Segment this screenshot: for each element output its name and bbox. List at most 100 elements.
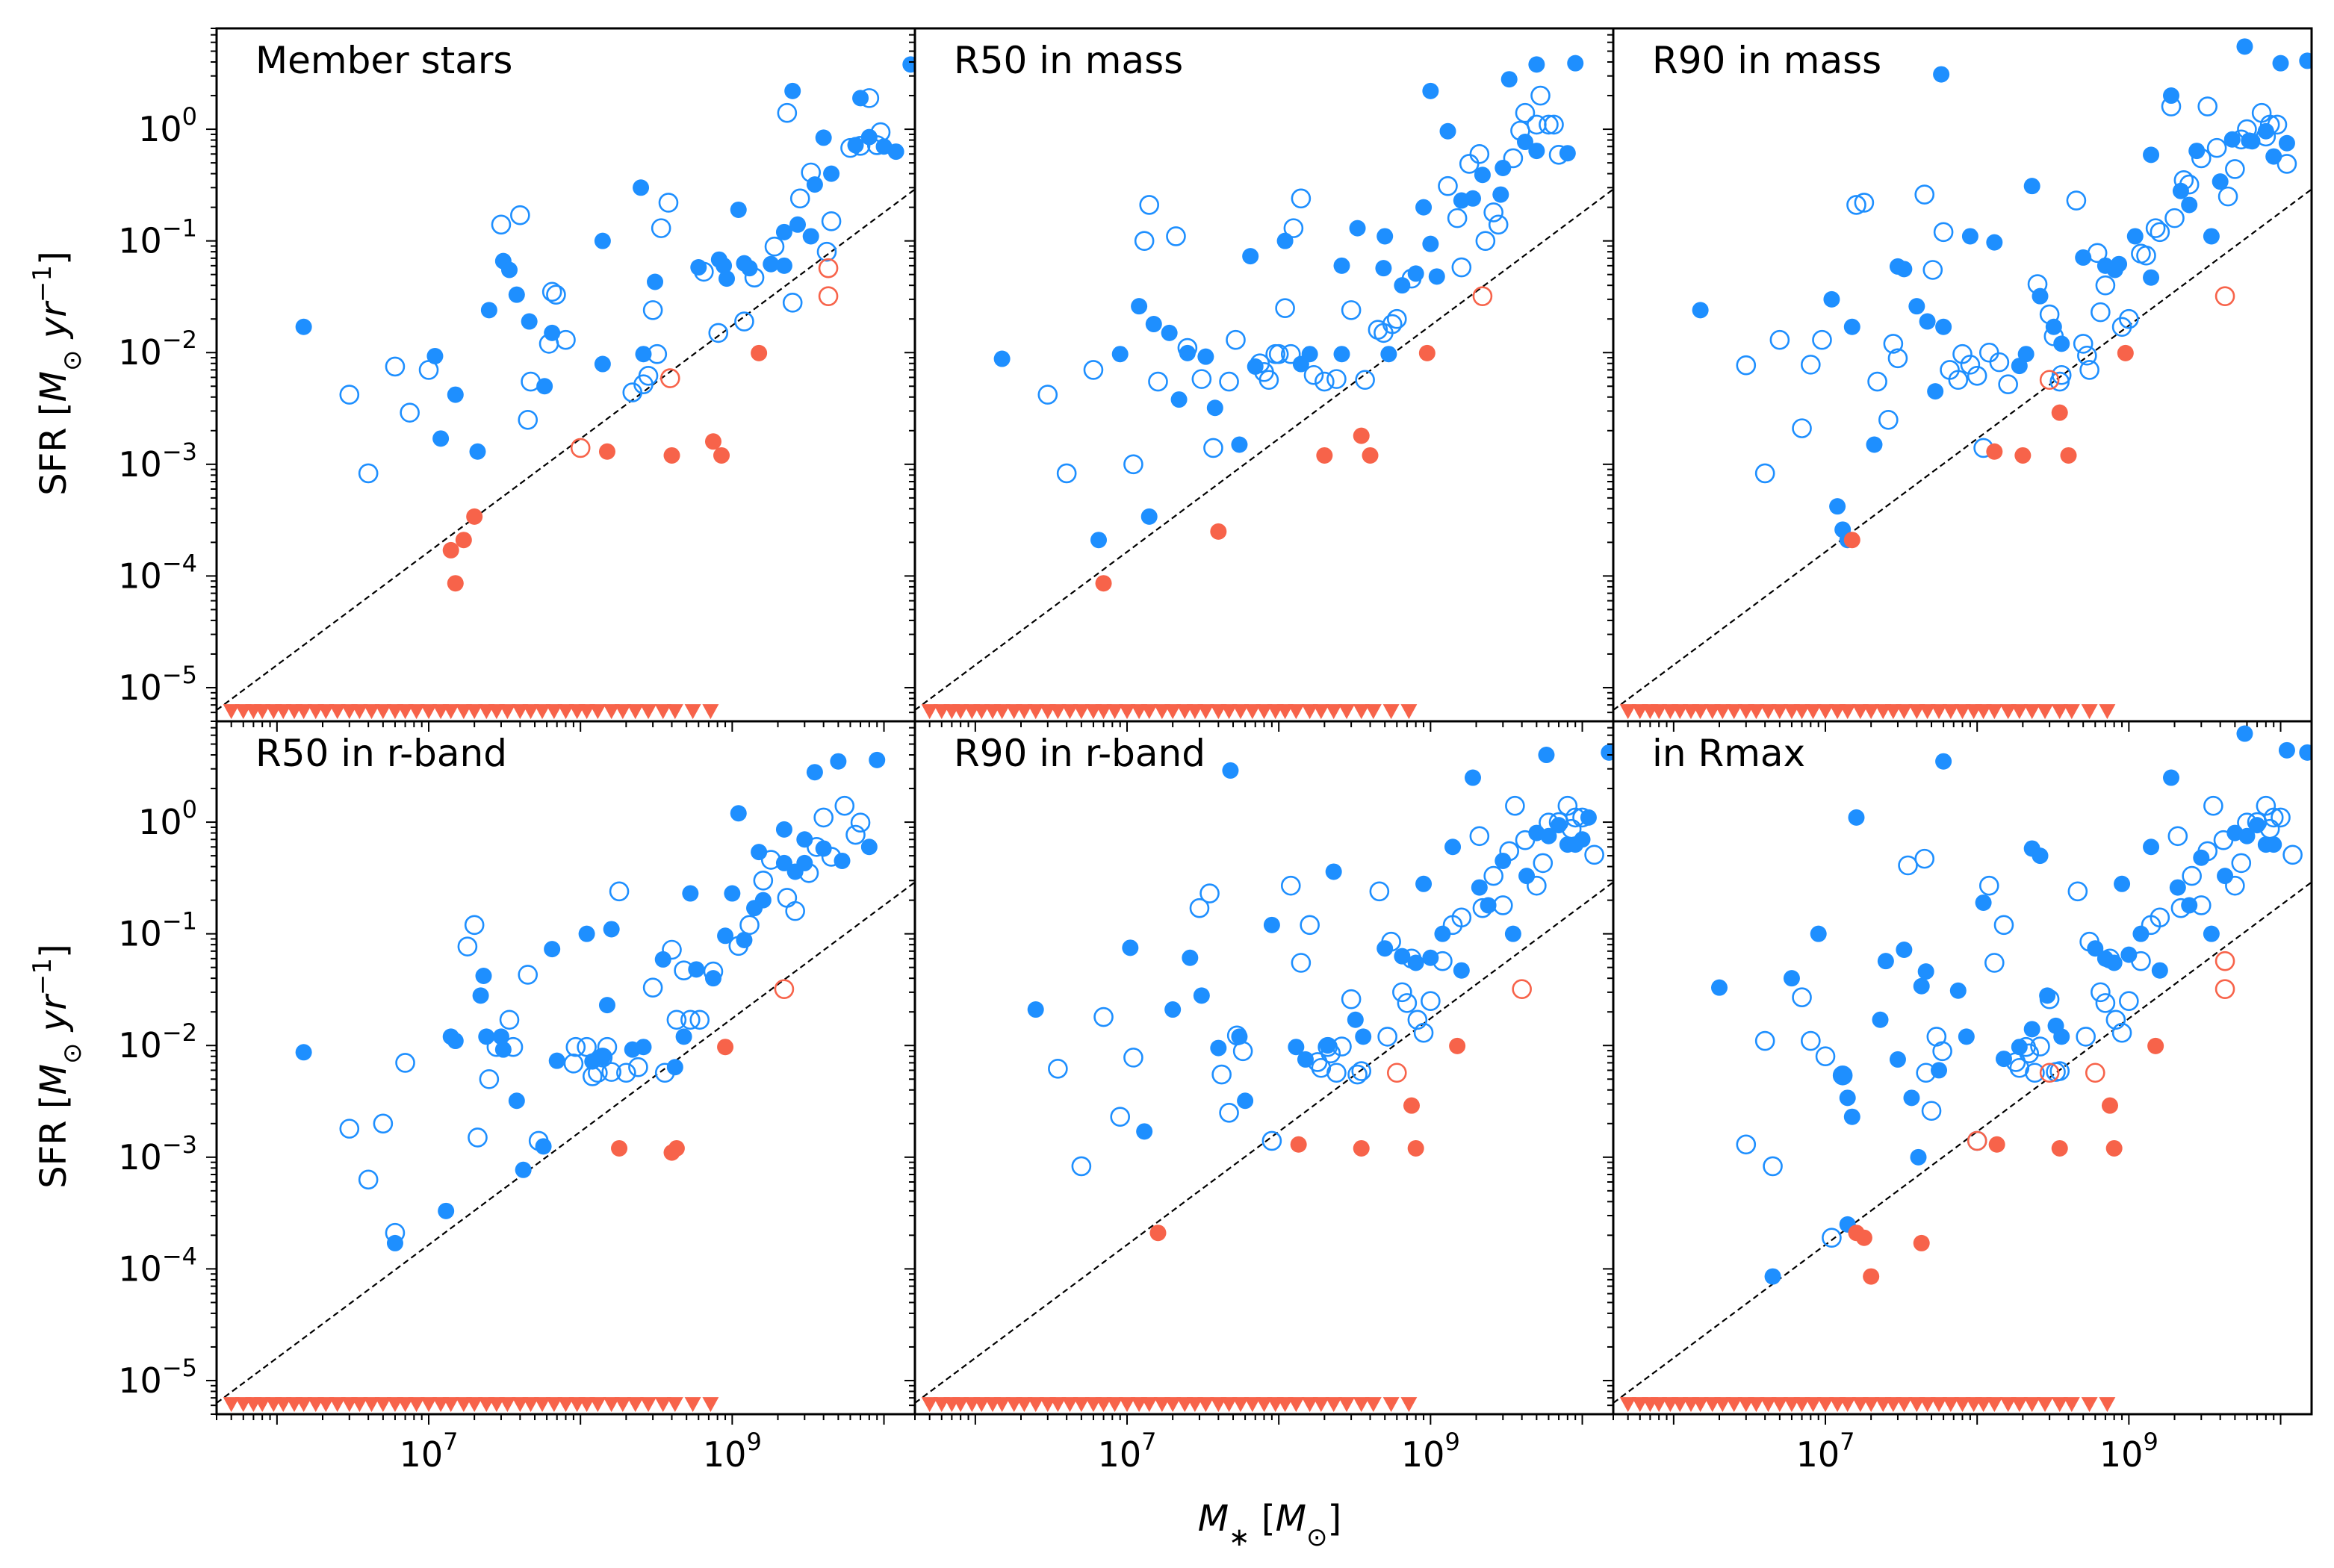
sf-open-point — [609, 881, 630, 902]
quenched-filled-point — [1316, 447, 1333, 464]
sf-open-point — [1846, 195, 1866, 215]
upper-limit-marker — [397, 704, 414, 720]
upper-limit-marker — [1975, 704, 1992, 720]
sf-open-point — [1998, 374, 2018, 395]
upper-limit-marker — [1714, 1397, 1731, 1413]
sf-filled-point — [775, 223, 792, 240]
upper-limit-marker — [1771, 1397, 1788, 1413]
upper-limit-marker — [1256, 704, 1273, 720]
sf-filled-point — [1958, 1028, 1975, 1045]
sf-open-point — [1083, 360, 1104, 380]
sf-filled-point — [447, 1033, 464, 1050]
y-label-m-sub: ⊙ — [58, 349, 87, 371]
upper-limit-marker — [1839, 704, 1856, 720]
quenched-filled-point — [1418, 344, 1436, 361]
sf-open-point — [1815, 1046, 1836, 1067]
upper-limit-marker — [363, 704, 380, 720]
panel-title: R90 in r-band — [954, 732, 1205, 775]
sf-filled-point — [1931, 1062, 1948, 1079]
sf-open-point — [2077, 345, 2097, 366]
upper-limit-marker — [1119, 1397, 1136, 1413]
x-tick-label: 107 — [1098, 1428, 1157, 1475]
sf-open-point — [1139, 195, 1160, 215]
sf-filled-point — [1601, 744, 1613, 761]
upper-limit-marker — [1793, 704, 1810, 720]
sf-filled-point — [1349, 220, 1366, 237]
sf-open-point — [518, 409, 539, 430]
upper-limit-marker — [614, 1397, 631, 1413]
sf-filled-point — [1263, 916, 1280, 933]
upper-limit-marker — [1095, 704, 1112, 720]
y-tick-exponent: −4 — [162, 1242, 197, 1270]
sf-open-point — [1483, 202, 1503, 223]
upper-limit-marker — [466, 704, 483, 720]
sf-open-point — [1503, 148, 1524, 169]
upper-limit-marker — [589, 1397, 606, 1413]
sf-open-point — [1933, 222, 1954, 243]
upper-limit-marker — [1651, 704, 1668, 720]
sf-open-point — [753, 870, 774, 891]
sf-filled-point — [2257, 122, 2274, 140]
sf-filled-point — [2143, 146, 2160, 164]
sf-filled-point — [1434, 925, 1451, 942]
upper-limit-marker — [1325, 704, 1342, 720]
sf-filled-point — [1407, 954, 1424, 971]
sf-open-point — [2119, 991, 2139, 1012]
sf-open-point — [1447, 208, 1468, 228]
upper-limit-marker — [640, 704, 657, 720]
x-axis-label-unit-close: ] — [1328, 1498, 1342, 1540]
upper-limit-marker — [534, 1397, 551, 1413]
sf-open-point — [1438, 175, 1458, 196]
upper-limit-marker — [1999, 704, 2017, 720]
upper-limit-marker — [329, 704, 346, 720]
sf-open-point — [2150, 222, 2170, 243]
sf-filled-point — [2236, 38, 2253, 55]
sf-open-point — [2282, 844, 2303, 865]
sf-filled-point — [1848, 809, 1865, 826]
sf-open-point — [777, 102, 798, 123]
x-tick-exponent: 9 — [1444, 1428, 1459, 1456]
sf-open-point — [510, 205, 530, 225]
sf-filled-point — [2265, 836, 2282, 853]
quenched-filled-point — [1362, 447, 1379, 464]
upper-limit-marker — [614, 704, 631, 720]
quenched-open-point — [1512, 979, 1532, 999]
quenched-filled-point — [1353, 1139, 1370, 1157]
upper-limit-marker — [1954, 704, 1971, 720]
upper-limit-marker — [2037, 704, 2054, 720]
sf-filled-point — [1394, 277, 1411, 294]
upper-limit-marker — [640, 1397, 657, 1413]
sf-filled-point — [1453, 962, 1470, 979]
x-axis-label-unit: M — [1276, 1498, 1306, 1540]
sf-filled-point — [2111, 255, 2128, 273]
sf-open-point — [1326, 1063, 1347, 1083]
sf-open-point — [1166, 226, 1186, 246]
upper-limit-marker — [1353, 704, 1370, 720]
sf-filled-point — [1140, 508, 1158, 525]
sf-filled-point — [815, 840, 832, 857]
sf-filled-point — [1839, 1089, 1856, 1107]
sf-open-point — [556, 329, 576, 350]
sf-filled-point — [635, 1039, 652, 1056]
upper-limit-marker — [2063, 1397, 2080, 1413]
y-tick-exponent: −4 — [162, 549, 197, 577]
y-tick-base: 10 — [118, 221, 162, 261]
upper-limit-marker — [1210, 704, 1227, 720]
upper-limit-marker — [545, 704, 562, 720]
upper-limit-marker — [1692, 704, 1709, 720]
y-label-yr-sup: −1 — [28, 265, 58, 302]
upper-limit-marker — [254, 704, 271, 720]
upper-limit-marker — [1748, 1397, 1765, 1413]
sf-open-point — [1867, 371, 1887, 392]
upper-limit-marker — [1301, 1397, 1318, 1413]
upper-limit-marker — [654, 1397, 671, 1413]
sf-filled-point — [1347, 1011, 1364, 1028]
sf-open-point — [1071, 1156, 1092, 1177]
sf-open-point — [638, 365, 659, 386]
sf-open-point — [1303, 364, 1324, 385]
y-label-close-2: ] — [33, 944, 75, 958]
sf-open-point — [1123, 454, 1143, 475]
sf-filled-point — [1834, 1067, 1852, 1084]
quenched-filled-point — [1290, 1136, 1307, 1153]
